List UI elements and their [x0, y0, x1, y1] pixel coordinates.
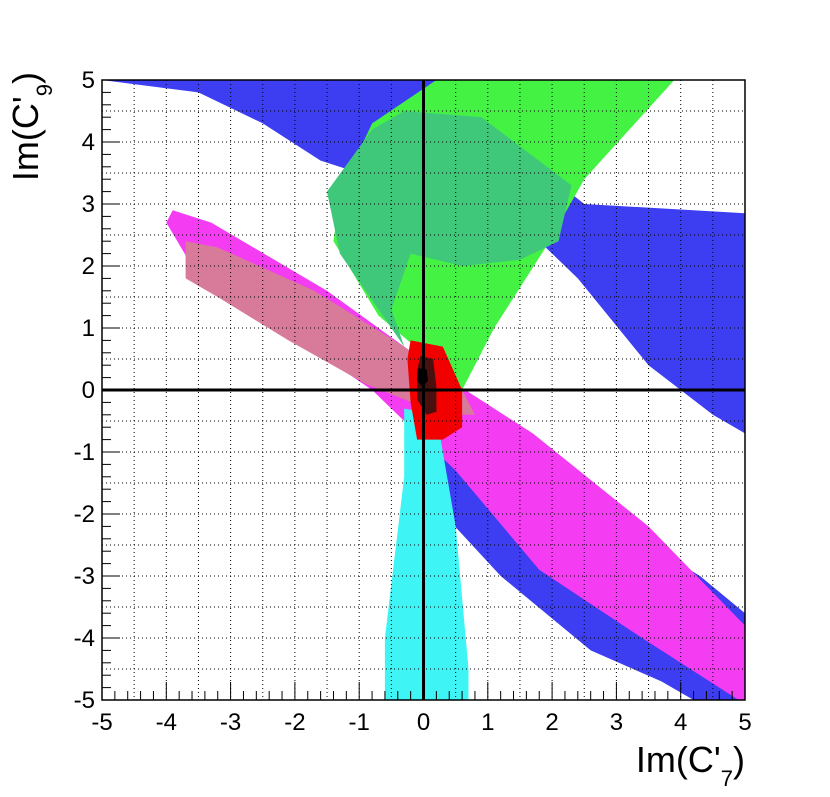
x-tick-label: -1 — [349, 709, 370, 736]
y-tick-label: 3 — [82, 191, 95, 218]
x-axis-title: Im(C'7) — [636, 739, 745, 791]
y-tick-label: 2 — [82, 253, 95, 280]
y-axis-title: Im(C'9) — [5, 72, 57, 181]
y-tick-label: -2 — [74, 501, 95, 528]
region-cyan-wedge — [384, 408, 469, 700]
reference-lines — [102, 80, 745, 700]
x-tick-label: 1 — [481, 709, 494, 736]
x-tick-label: -3 — [220, 709, 241, 736]
x-tick-label: -4 — [156, 709, 177, 736]
y-tick-label: 0 — [82, 377, 95, 404]
y-tick-label: 4 — [82, 129, 95, 156]
x-tick-label: -2 — [284, 709, 305, 736]
x-tick-label: 5 — [738, 709, 751, 736]
region-green-overlap — [327, 111, 572, 347]
ticks-layer — [101, 79, 746, 701]
y-tick-label: -5 — [74, 687, 95, 714]
x-tick-label: -5 — [91, 709, 112, 736]
y-tick-label: 1 — [82, 315, 95, 342]
y-tick-label: -1 — [74, 439, 95, 466]
x-tick-label: 0 — [417, 709, 430, 736]
x-tick-label: 2 — [545, 709, 558, 736]
y-tick-labels: -5 -4 -3 -2 -1 0 1 2 3 4 5 — [74, 67, 95, 714]
y-tick-label: -3 — [74, 563, 95, 590]
x-tick-label: 4 — [674, 709, 687, 736]
y-tick-label: 5 — [82, 67, 95, 94]
x-tick-label: 3 — [610, 709, 623, 736]
y-tick-label: -4 — [74, 625, 95, 652]
x-tick-labels: -5 -4 -3 -2 -1 0 1 2 3 4 5 — [91, 709, 751, 736]
